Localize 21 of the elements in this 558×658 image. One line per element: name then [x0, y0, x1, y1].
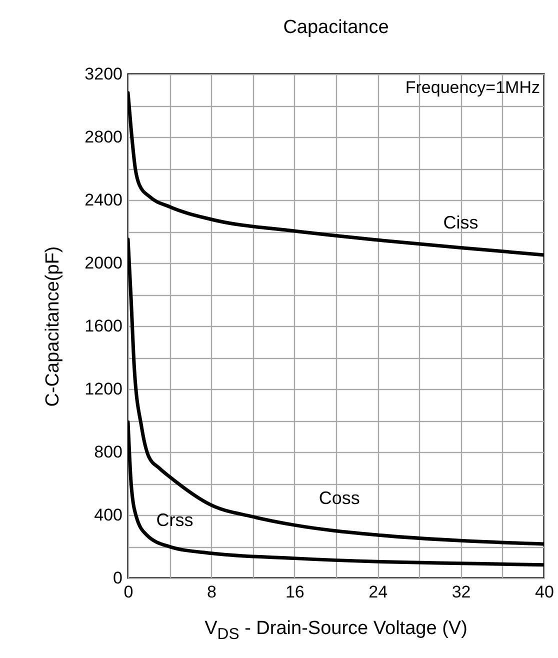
- y-axis-title: C-Capacitance(pF): [42, 246, 64, 407]
- series-label: Ciss: [443, 212, 478, 233]
- x-tick-label: 16: [285, 582, 304, 602]
- series-label: Crss: [156, 510, 194, 530]
- x-tick-label: 8: [206, 582, 216, 602]
- y-tick-label: 0: [113, 568, 122, 588]
- y-tick-label: 1600: [84, 316, 122, 336]
- series-label: Coss: [318, 488, 360, 508]
- y-tick-label: 2800: [84, 128, 122, 146]
- y-tick-label: 800: [94, 442, 122, 462]
- x-tick-label: 24: [368, 582, 388, 602]
- y-tick-label: 2000: [84, 254, 122, 272]
- y-tick-label: 3200: [84, 64, 122, 84]
- x-axis-title: V$_{DS}$ - Drain-Source Voltage (V): [204, 618, 468, 644]
- y-tick-label: 1200: [84, 380, 122, 398]
- x-tick-label: 40: [535, 582, 554, 602]
- y-tick-label: 400: [94, 506, 122, 524]
- chart-title: Capacitance: [283, 17, 389, 38]
- y-tick-label: 2400: [84, 190, 122, 210]
- x-tick-label: 32: [452, 582, 471, 602]
- annotation: Frequency=1MHz: [405, 78, 540, 97]
